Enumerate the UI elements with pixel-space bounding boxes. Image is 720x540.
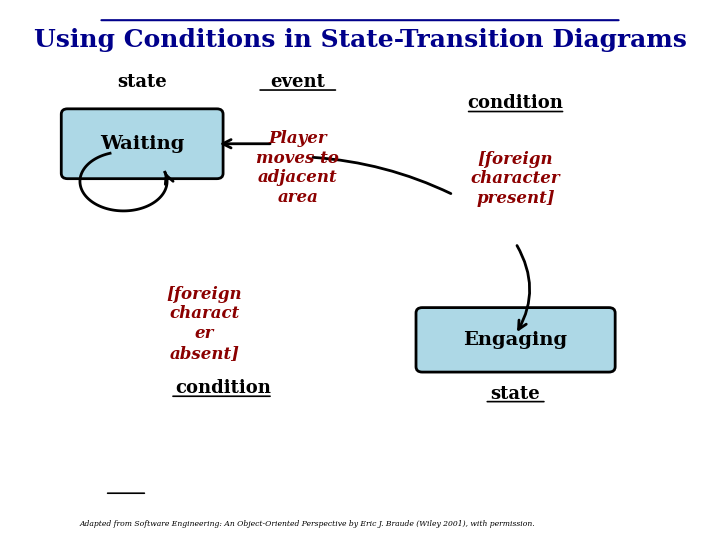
Text: Player
moves to
adjacent
area: Player moves to adjacent area bbox=[256, 130, 339, 206]
Text: [foreign
character
present]: [foreign character present] bbox=[471, 151, 560, 207]
FancyBboxPatch shape bbox=[416, 308, 615, 372]
FancyBboxPatch shape bbox=[61, 109, 223, 179]
Text: condition: condition bbox=[468, 94, 564, 112]
Text: [foreign
charact
er
absent]: [foreign charact er absent] bbox=[166, 286, 242, 362]
Text: Adapted from Software Engineering: An Object-Oriented Perspective by Eric J. Bra: Adapted from Software Engineering: An Ob… bbox=[80, 520, 536, 528]
Text: Using Conditions in State-Transition Diagrams: Using Conditions in State-Transition Dia… bbox=[34, 28, 686, 52]
Text: event: event bbox=[270, 73, 325, 91]
Text: Waiting: Waiting bbox=[100, 135, 184, 153]
Text: state: state bbox=[491, 384, 541, 402]
Text: Engaging: Engaging bbox=[464, 331, 567, 349]
Text: condition: condition bbox=[175, 379, 271, 397]
Text: state: state bbox=[117, 73, 167, 91]
